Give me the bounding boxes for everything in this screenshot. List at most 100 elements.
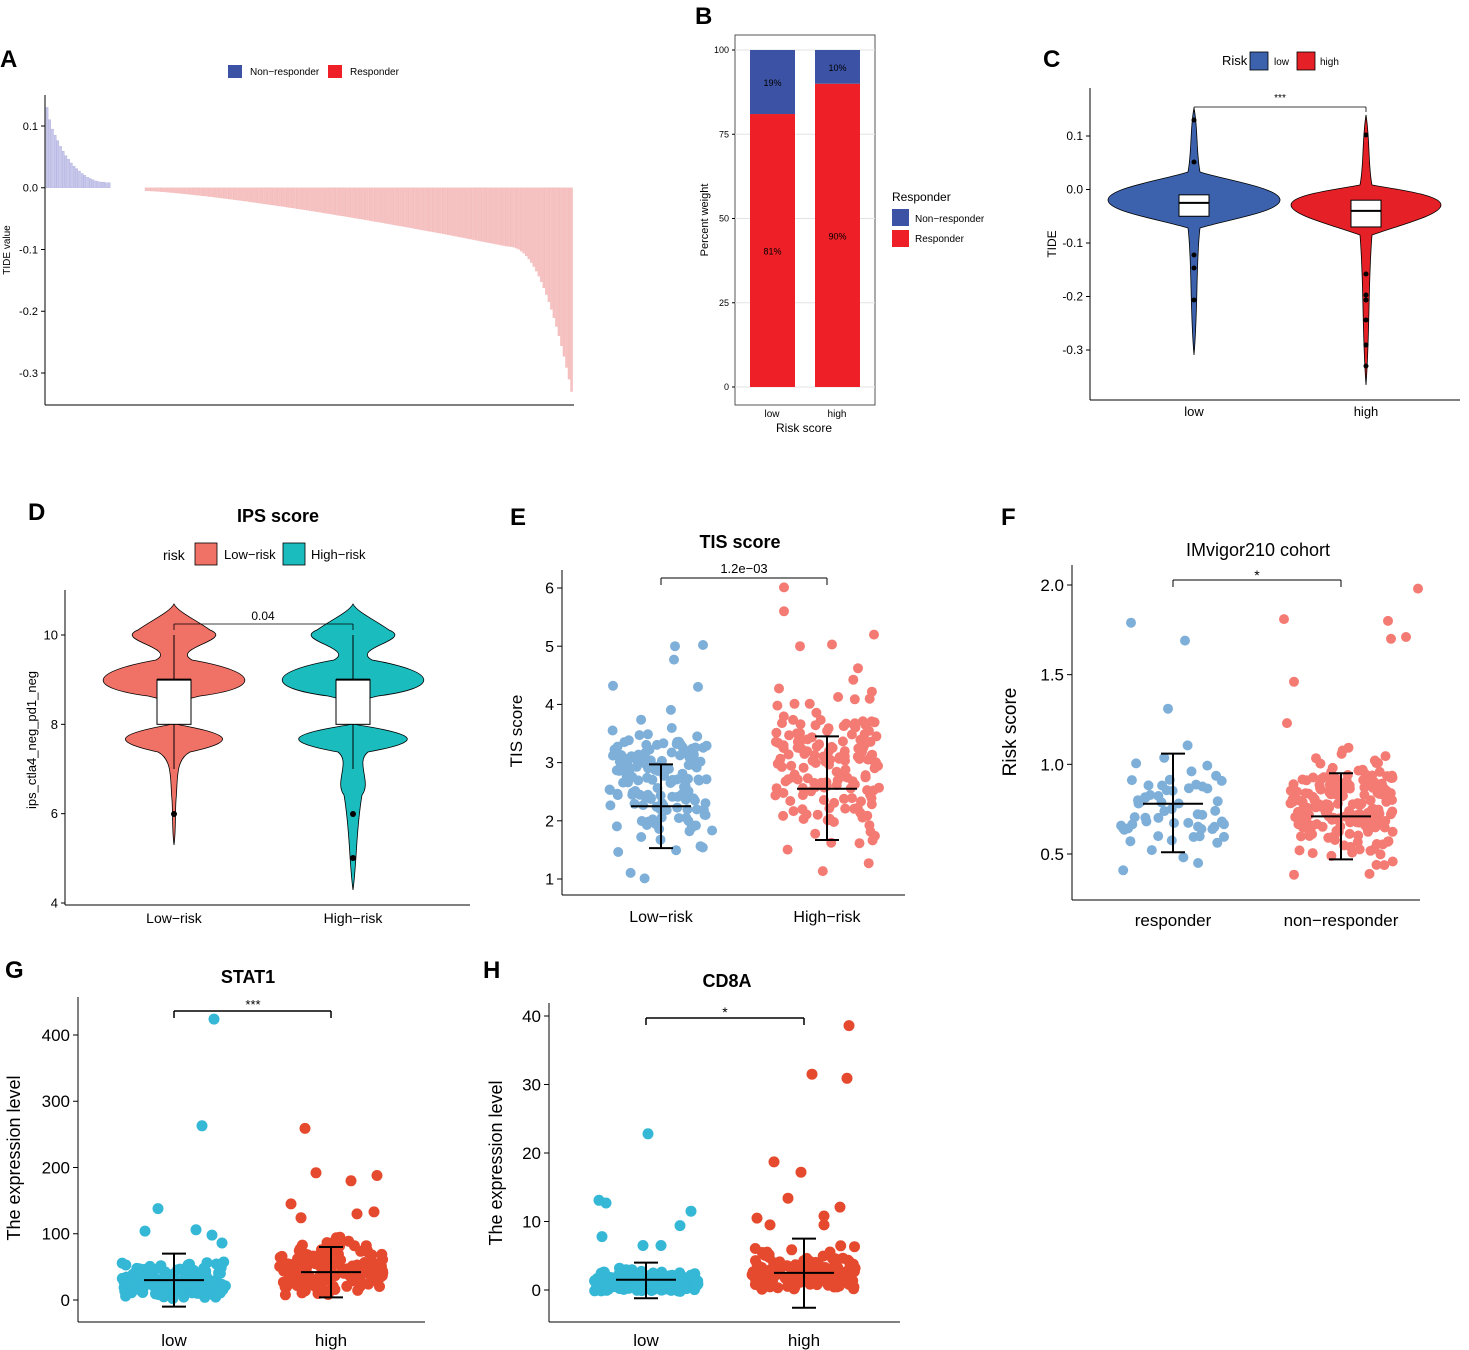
data-point	[1157, 780, 1168, 791]
tide-bar-responder	[172, 187, 175, 193]
data-point	[637, 1240, 649, 1251]
data-point	[1131, 758, 1142, 769]
outlier-dot	[1363, 342, 1369, 348]
data-point	[605, 785, 615, 795]
data-point	[694, 775, 705, 786]
tide-bar-responder	[494, 187, 498, 245]
box-low	[1178, 194, 1210, 217]
data-point	[841, 1072, 853, 1084]
data-point	[669, 1278, 681, 1290]
tide-bar-nonresponder	[53, 135, 57, 188]
data-point	[589, 1275, 601, 1287]
legend-label-high: high	[1320, 57, 1339, 68]
tide-bar-responder	[253, 187, 256, 203]
legend-swatch-responder	[328, 65, 342, 78]
data-point	[152, 1203, 164, 1215]
tide-bar-responder	[152, 187, 155, 192]
y-tick-label: 8	[51, 717, 58, 732]
data-point	[658, 738, 669, 749]
y-tick-label: 6	[51, 806, 58, 821]
y-tick-label: -0.2	[1062, 290, 1083, 304]
y-tick-label: 4	[545, 697, 554, 714]
tide-bar-responder	[195, 187, 198, 196]
data-point	[1387, 772, 1398, 783]
data-point	[1307, 848, 1318, 859]
data-point	[139, 1225, 151, 1237]
data-point	[806, 1068, 818, 1080]
data-point	[670, 641, 680, 652]
data-point	[1381, 785, 1392, 796]
tide-bar-responder	[160, 187, 163, 192]
data-point	[362, 1278, 374, 1290]
data-point	[182, 1259, 194, 1271]
data-point	[1209, 821, 1220, 832]
data-point	[778, 810, 789, 821]
data-point	[642, 1128, 654, 1140]
data-point	[690, 742, 701, 753]
tide-bar-responder	[376, 187, 379, 223]
legend-title: Risk	[1222, 53, 1248, 68]
y-tick-label: 0	[532, 1281, 541, 1300]
data-point	[792, 736, 803, 747]
tide-bar-responder	[273, 187, 276, 206]
tide-bar-responder	[220, 187, 223, 199]
tide-bar-responder	[379, 187, 382, 223]
panel-b: 81% 19% 90% 10% 0 25 50 75 100 low high Risk sc…	[699, 34, 985, 435]
data-point	[666, 776, 677, 787]
tide-bar-responder	[522, 187, 525, 254]
data-point	[206, 1229, 218, 1241]
tide-bar-responder	[414, 187, 417, 229]
data-point	[795, 1166, 807, 1178]
tide-bar-responder	[479, 187, 483, 242]
scatter-points	[604, 582, 884, 884]
data-point	[818, 1210, 830, 1222]
tide-bar-responder	[238, 187, 241, 201]
data-point	[699, 809, 710, 820]
significance-bracket	[1172, 579, 1342, 587]
tide-bar-responder	[313, 187, 316, 212]
y-tick-label: 2	[545, 813, 554, 830]
data-point	[753, 1263, 765, 1275]
data-point	[804, 698, 815, 709]
tide-bar-responder	[565, 187, 568, 368]
outlier-dot	[1191, 265, 1197, 271]
data-point	[171, 1286, 182, 1298]
y-tick-label: 75	[719, 129, 729, 139]
data-point	[832, 1262, 844, 1274]
panel-letter-b: B	[695, 3, 712, 30]
panel-letter-a: A	[0, 46, 17, 73]
box-High−risk	[335, 679, 371, 725]
tide-bar-responder	[275, 187, 279, 206]
outlier-dot	[1191, 159, 1197, 165]
data-point	[153, 1262, 165, 1274]
outlier-dot	[1191, 117, 1197, 123]
data-point	[338, 1267, 350, 1279]
data-point	[210, 1288, 222, 1300]
tide-bar-nonresponder	[51, 128, 54, 188]
tide-bar-responder	[331, 187, 334, 215]
tide-bar-responder	[444, 187, 447, 235]
chart-title: IMvigor210 cohort	[1186, 540, 1330, 560]
data-point	[689, 760, 700, 771]
data-point	[817, 1269, 829, 1281]
significance-bracket	[1193, 106, 1367, 112]
x-tick-low: low	[161, 1331, 187, 1350]
tide-bar-nonresponder	[67, 159, 70, 188]
tide-bar-responder	[426, 187, 430, 232]
y-ticks: 1 2 3 4 5 6	[545, 581, 562, 889]
tide-bar-responder	[504, 187, 508, 247]
outlier-dots	[1191, 117, 1369, 369]
tide-bar-responder	[250, 187, 253, 203]
data-point	[618, 777, 629, 788]
data-point	[835, 1240, 847, 1252]
data-point	[1290, 812, 1301, 823]
plot-frame	[734, 34, 876, 406]
data-point	[869, 629, 879, 640]
data-point	[1369, 755, 1380, 766]
tide-bar-responder	[550, 187, 553, 310]
data-point	[606, 1278, 617, 1290]
tide-bar-responder	[280, 187, 284, 207]
y-ticks: 4 6 8 10	[44, 628, 65, 911]
significance-label: ***	[245, 997, 260, 1012]
tide-bar-nonresponder	[62, 151, 65, 188]
